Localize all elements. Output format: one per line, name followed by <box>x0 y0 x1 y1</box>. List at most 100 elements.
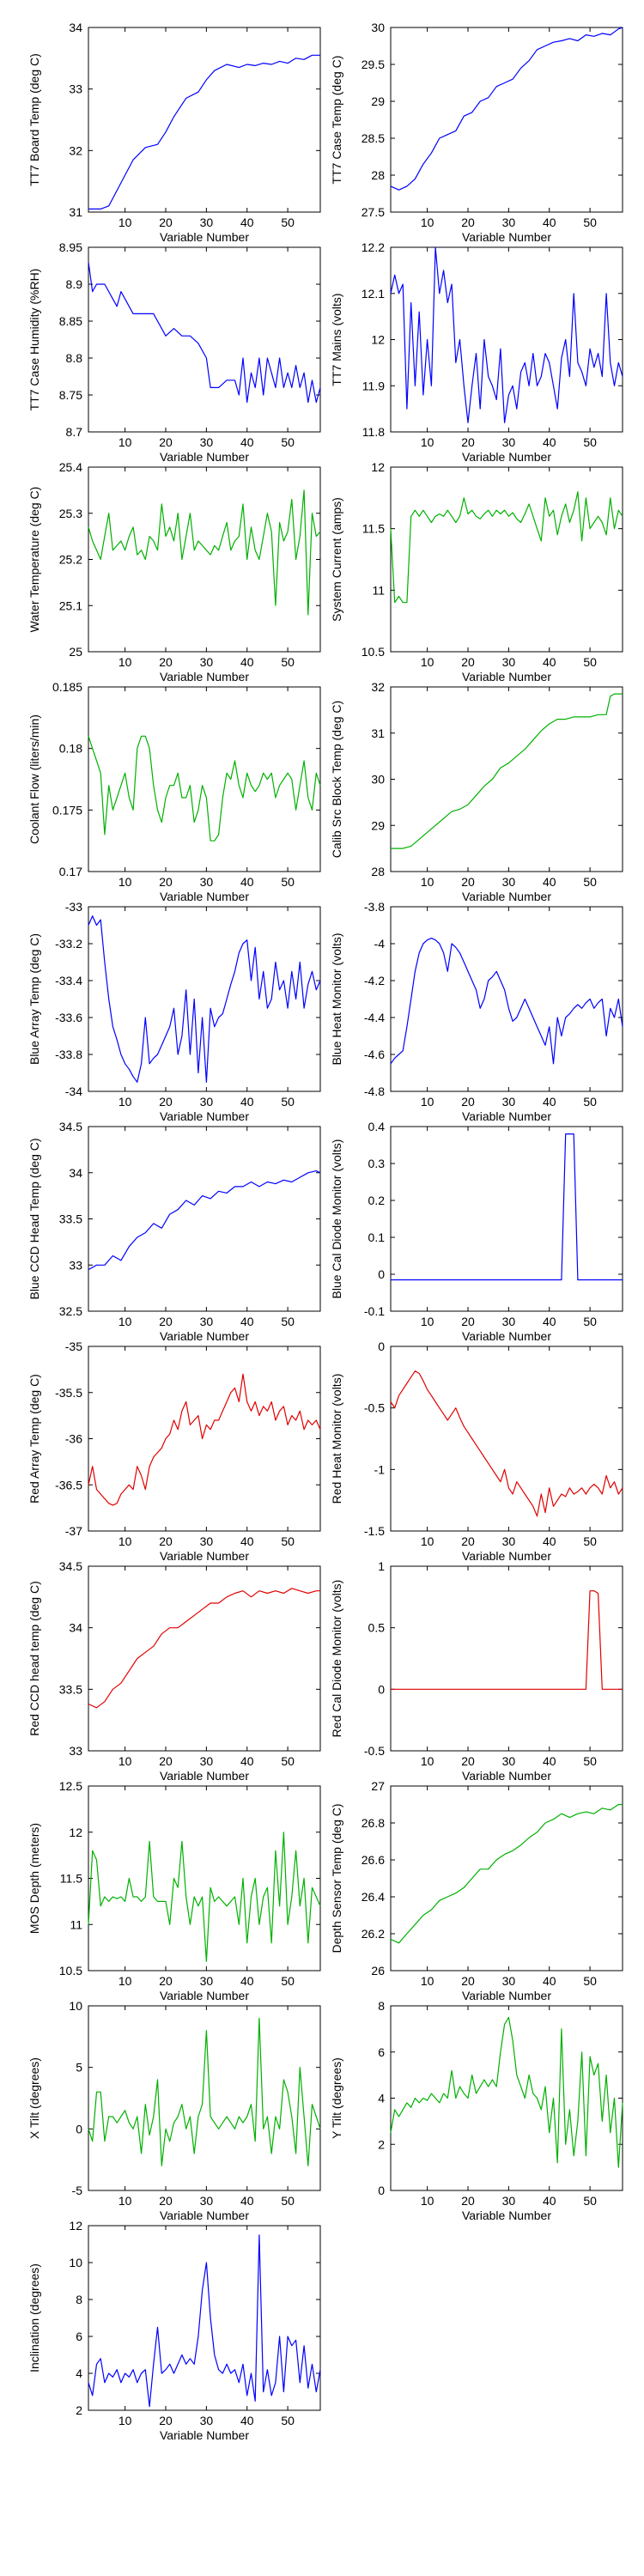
y-tick-label: 2 <box>76 2403 82 2417</box>
series-line <box>390 27 623 191</box>
series-line <box>88 489 321 616</box>
y-tick-label: 34 <box>69 1166 82 1180</box>
x-tick-label: 20 <box>461 216 475 229</box>
y-tick-label: 8.95 <box>59 240 82 254</box>
y-tick-label: 11 <box>372 583 385 597</box>
x-tick-label: 40 <box>240 1315 254 1328</box>
y-tick-label: 10.5 <box>59 1964 82 1978</box>
x-tick-label: 40 <box>240 1534 254 1548</box>
y-tick-label: 0.1 <box>368 1230 386 1244</box>
y-tick-label: 11.8 <box>362 425 385 439</box>
x-axis-label: Variable Number <box>160 2208 249 2222</box>
x-tick-label: 20 <box>159 2414 173 2427</box>
x-tick-label: 40 <box>240 655 254 669</box>
x-axis-label: Variable Number <box>160 1549 249 1563</box>
y-tick-label: 6 <box>76 2330 82 2343</box>
chart-13: 10 20 30 40 50 -37 -36.5 -36 -35.5 -35 Variable Nu… <box>27 1340 321 1563</box>
y-tick-label: 10 <box>69 1999 82 2013</box>
y-tick-label: 30 <box>371 773 385 787</box>
series-line <box>88 915 321 1083</box>
y-tick-label: 0.3 <box>368 1157 386 1170</box>
y-tick-label: 26.6 <box>361 1853 385 1867</box>
y-tick-label: 6 <box>378 2045 385 2059</box>
y-axis-label: Blue Cal Diode Monitor (volts) <box>330 1139 343 1299</box>
x-tick-label: 40 <box>240 2194 254 2208</box>
series-line <box>390 937 623 1065</box>
x-tick-label: 50 <box>583 1534 597 1548</box>
y-tick-label: 33 <box>69 82 82 96</box>
y-tick-label: -1.5 <box>364 1524 385 1538</box>
x-tick-label: 10 <box>118 1974 132 1988</box>
plot-frame <box>88 686 321 872</box>
x-tick-label: 20 <box>461 655 475 669</box>
x-tick-label: 50 <box>281 875 295 889</box>
y-tick-label: 32.5 <box>59 1304 82 1318</box>
x-axis-label: Variable Number <box>462 890 551 903</box>
x-tick-label: 30 <box>200 1095 214 1109</box>
x-tick-label: 30 <box>502 875 516 889</box>
y-tick-label: 8.75 <box>59 388 82 402</box>
y-tick-label: 12.2 <box>361 240 385 254</box>
y-tick-label: 28 <box>371 168 385 182</box>
x-axis-label: Variable Number <box>160 1109 249 1123</box>
series-line <box>88 1588 320 1709</box>
series-line <box>88 54 320 210</box>
plot-frame <box>88 1346 321 1532</box>
y-tick-label: -1 <box>374 1462 386 1476</box>
x-axis-label: Variable Number <box>462 670 551 683</box>
x-tick-label: 30 <box>200 2414 214 2427</box>
series-line <box>88 262 321 404</box>
y-tick-label: 25.4 <box>59 460 82 474</box>
x-tick-label: 20 <box>159 1754 173 1768</box>
y-tick-label: 0 <box>378 1682 385 1696</box>
y-tick-label: 0 <box>378 2184 385 2197</box>
y-tick-label: 26.8 <box>361 1816 385 1830</box>
y-tick-label: -4.8 <box>364 1084 385 1098</box>
y-tick-label: -0.1 <box>364 1304 385 1318</box>
x-tick-label: 20 <box>159 1974 173 1988</box>
y-tick-label: -3.8 <box>364 900 385 914</box>
y-tick-label: 11 <box>70 1917 82 1931</box>
series-line <box>88 1170 321 1271</box>
x-tick-label: 10 <box>421 1534 434 1548</box>
x-tick-label: 30 <box>502 1315 516 1328</box>
y-tick-label: 32 <box>69 143 82 157</box>
y-tick-label: 8.9 <box>66 277 83 291</box>
x-tick-label: 10 <box>421 1095 434 1109</box>
y-axis-label: MOS Depth (meters) <box>27 1823 41 1934</box>
plot-frame <box>88 466 321 653</box>
plot-frame <box>390 246 623 433</box>
plot-frame <box>88 246 321 433</box>
x-tick-label: 40 <box>543 875 556 889</box>
y-tick-label: 27 <box>371 1779 385 1793</box>
series-line <box>391 1590 623 1690</box>
y-tick-label: 8 <box>378 1999 385 2013</box>
y-tick-label: 0.185 <box>52 680 82 694</box>
y-tick-label: -36 <box>65 1432 82 1446</box>
y-tick-label: 33.5 <box>59 1212 82 1226</box>
y-tick-label: 0.4 <box>368 1120 386 1133</box>
x-axis-label: Variable Number <box>160 670 249 683</box>
x-axis-label: Variable Number <box>160 450 249 464</box>
y-tick-label: -33.6 <box>55 1011 82 1024</box>
x-tick-label: 50 <box>281 1534 295 1548</box>
x-tick-label: 40 <box>543 1315 556 1328</box>
x-tick-label: 20 <box>461 1754 475 1768</box>
y-axis-label: TT7 Case Temp (deg C) <box>330 56 343 185</box>
y-tick-label: 34.5 <box>59 1120 82 1133</box>
x-tick-label: 40 <box>240 1974 254 1988</box>
x-tick-label: 20 <box>159 655 173 669</box>
x-tick-label: 20 <box>159 875 173 889</box>
y-tick-label: 25 <box>69 645 82 659</box>
x-tick-label: 10 <box>118 655 132 669</box>
x-tick-label: 20 <box>159 435 173 449</box>
y-tick-label: -4.6 <box>364 1048 385 1061</box>
x-tick-label: 30 <box>200 1974 214 1988</box>
x-tick-label: 30 <box>502 1974 516 1988</box>
chart-20: 10 20 30 40 50 0 2 4 6 8 Variable Number Y Tilt (de… <box>330 1999 623 2222</box>
y-tick-label: 12.1 <box>361 287 385 301</box>
x-tick-label: 20 <box>461 1534 475 1548</box>
y-axis-label: TT7 Board Temp (deg C) <box>27 53 41 186</box>
plot-frame <box>88 2225 321 2411</box>
y-tick-label: -33.4 <box>55 974 82 987</box>
